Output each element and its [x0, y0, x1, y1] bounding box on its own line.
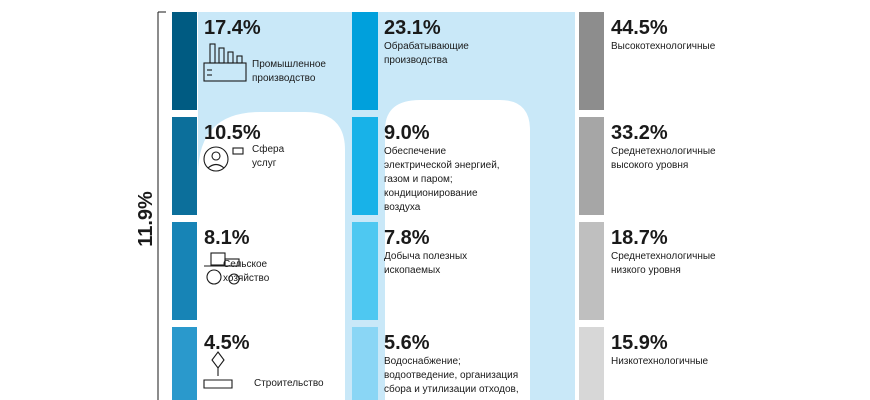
category-label-line: Высокотехнологичные [611, 41, 716, 52]
category-label: Среднетехнологичные низкого уровня [611, 251, 716, 276]
category-label: Водоснабжение; водоотведение, организация… [384, 355, 519, 400]
bar-col3-row4 [579, 327, 604, 400]
value-label: 18.7% [611, 227, 668, 249]
category-label: Обрабатывающие производства [384, 40, 469, 66]
bar-col3-row1 [579, 12, 604, 110]
category-label: Промышленное производство [252, 59, 326, 84]
category-label-line: воздуха [384, 202, 421, 213]
value-label: 44.5% [611, 17, 668, 39]
crane-icon [203, 351, 233, 389]
connector-band [198, 12, 575, 400]
category-label-line: Строительство [254, 378, 324, 389]
factory-icon [203, 43, 247, 82]
category-label-line: газом и паром; [384, 174, 453, 185]
category-label-line: низкого уровня [611, 265, 681, 276]
category-label-line: Добыча полезных [384, 250, 467, 262]
tractor-icon [204, 252, 240, 285]
value-label: 17.4% [204, 17, 261, 39]
category-label-line: сбора и утилизации отходов, [384, 383, 519, 395]
category-label-line: Сфера [252, 143, 285, 155]
category-label-line: электрической энергией, [384, 160, 500, 171]
bar-col1-row2 [172, 117, 197, 215]
category-label-line: Среднетехнологичные [611, 251, 716, 262]
total-label: 11.9% [135, 191, 157, 247]
category-label: Обеспечение электрической энергией, газом … [384, 145, 500, 213]
bar-col1-row3 [172, 222, 197, 320]
value-label: 4.5% [204, 332, 250, 354]
value-label: 8.1% [204, 227, 250, 249]
bar-col3-row3 [579, 222, 604, 320]
category-label-line: Водоснабжение; [384, 355, 461, 367]
worker-icon [203, 146, 244, 172]
category-label: Высокотехнологичные [611, 41, 716, 52]
category-label: Среднетехнологичные высокого уровня [611, 146, 716, 171]
category-label-line: производства [384, 55, 448, 66]
category-label-line: Обрабатывающие [384, 40, 469, 52]
category-label-line: водоотведение, организация [384, 370, 518, 381]
category-label: Сфера услуг [252, 143, 285, 169]
category-label-line: Среднетехнологичные [611, 146, 716, 157]
category-label: Сельское хозяйство [223, 259, 270, 284]
value-label: 9.0% [384, 122, 430, 144]
value-label: 10.5% [204, 122, 261, 144]
category-label-line: высокого уровня [611, 160, 688, 171]
value-label: 23.1% [384, 17, 441, 39]
value-label: 33.2% [611, 122, 668, 144]
bar-col1-row4 [172, 327, 197, 400]
total-bracket [157, 11, 166, 400]
value-label: 15.9% [611, 332, 668, 354]
category-label-line: деятельность по ликвидации [384, 398, 519, 400]
category-label-line: ископаемых [384, 265, 440, 276]
bar-col2-row3 [352, 222, 378, 320]
category-label-line: Промышленное [252, 59, 326, 70]
bar-col3-row2 [579, 117, 604, 215]
value-label: 5.6% [384, 332, 430, 354]
bar-col2-row4 [352, 327, 378, 400]
category-label-line: Обеспечение [384, 145, 446, 157]
category-label: Строительство [254, 378, 324, 389]
bar-col2-row2 [352, 117, 378, 215]
category-label-line: Сельское [223, 259, 268, 270]
category-label-line: услуг [252, 158, 277, 169]
value-label: 7.8% [384, 227, 430, 249]
bar-col2-row1 [352, 12, 378, 110]
category-label: Низкотехнологичные [611, 356, 709, 367]
category-label-line: Низкотехнологичные [611, 356, 709, 367]
category-label-line: кондиционирование [384, 188, 478, 199]
category-label-line: производство [252, 73, 316, 84]
bar-col1-row1 [172, 12, 197, 110]
category-label-line: хозяйство [223, 273, 270, 284]
category-label: Добыча полезных ископаемых [384, 250, 467, 276]
